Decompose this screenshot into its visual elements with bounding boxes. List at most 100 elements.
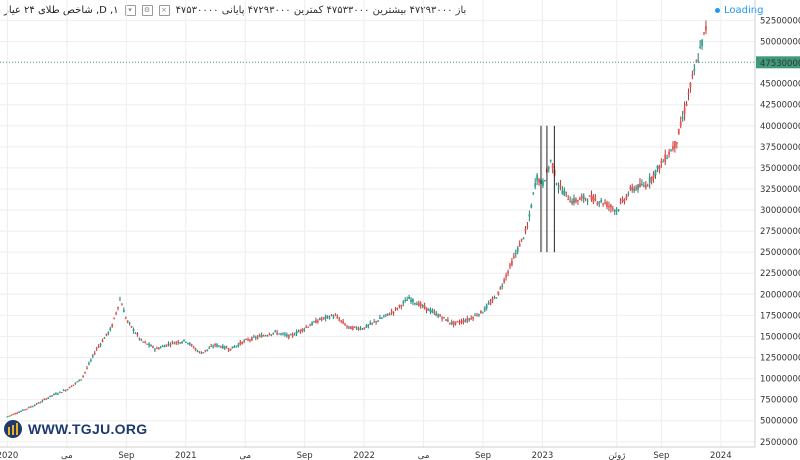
candle-body <box>578 198 581 200</box>
candle-body <box>478 314 480 316</box>
candle-body <box>641 184 643 186</box>
candle-body <box>666 157 669 159</box>
candle-body <box>219 346 222 348</box>
time-axis[interactable]: 2020 می Sep 2021 می Sep 2022 می Sep 2023 ژوئن Sep 20… <box>0 446 755 460</box>
candle-body <box>186 342 189 344</box>
candle-body <box>148 343 150 346</box>
candle-body <box>625 195 628 199</box>
candle-body <box>142 341 145 343</box>
candle-body <box>270 334 273 336</box>
candle-body <box>534 183 537 187</box>
x-tick-label: می <box>418 451 430 460</box>
candle-body <box>646 185 649 187</box>
price-axis[interactable]: 2500000 5000000 7500000 10000000 12500000 150… <box>754 0 800 448</box>
y-tick-label: 15000000 <box>760 332 800 342</box>
candle-body <box>679 121 682 126</box>
x-tick-label: 2022 <box>353 451 375 460</box>
y-tick-label: 17500000 <box>760 311 800 321</box>
candle-body <box>656 166 659 169</box>
candle-body <box>272 332 275 334</box>
settings-icon[interactable]: ⚙ <box>141 5 153 16</box>
candle-body <box>262 335 265 337</box>
candle-body <box>144 341 147 343</box>
candle-body <box>299 329 302 332</box>
loading-label: Loading <box>724 5 764 16</box>
candle-body <box>419 303 422 306</box>
candle-body <box>225 347 228 349</box>
candle-body <box>664 154 667 162</box>
candle-body <box>582 195 585 200</box>
candle-body <box>606 202 608 207</box>
candle-body <box>382 316 385 318</box>
ohlc-readout: باز ۴۷۲۹۳۰۰۰ بیشترین ۴۷۵۳۳۰۰۰ کمترین ۴۷۲… <box>175 5 467 16</box>
y-tick-label: 10000000 <box>760 375 800 385</box>
candle-body <box>487 303 490 305</box>
candle-body <box>113 317 116 319</box>
candle-body <box>97 346 100 348</box>
candle-body <box>652 174 655 179</box>
candle-body <box>602 203 605 205</box>
candle-body <box>318 318 321 320</box>
candle-body <box>705 26 707 31</box>
candle-body <box>82 376 85 378</box>
candle-body <box>448 322 451 324</box>
candle-body <box>105 333 108 336</box>
candle-body <box>355 327 358 329</box>
candle-body <box>29 406 32 408</box>
candle-body <box>247 339 249 341</box>
candle-body <box>58 391 61 393</box>
candle-body <box>322 317 325 319</box>
candle-body <box>68 387 71 389</box>
candle-body <box>617 209 620 211</box>
candle-body <box>468 318 471 320</box>
candle-body <box>109 328 112 331</box>
candle-body <box>594 198 597 200</box>
candle-body <box>16 413 19 415</box>
candle-body <box>567 199 570 201</box>
candle-body <box>20 411 22 413</box>
candle-body <box>588 195 591 197</box>
candle-body <box>635 187 638 190</box>
candle-body <box>479 310 482 314</box>
close-icon[interactable]: × <box>158 5 170 16</box>
candle-body <box>93 352 96 354</box>
candle-body <box>328 317 331 319</box>
candle-body <box>332 316 335 318</box>
candle-body <box>27 407 30 409</box>
candle-body <box>122 309 125 313</box>
candle-body <box>497 291 500 295</box>
candle-body <box>472 316 475 319</box>
candle-body <box>284 334 286 336</box>
candle-body <box>637 184 639 190</box>
candle-body <box>76 381 79 383</box>
candle-body <box>221 345 224 349</box>
candle-body <box>456 321 459 323</box>
x-tick-label: Sep <box>475 451 491 460</box>
candle-body <box>388 314 391 316</box>
candle-body <box>258 335 261 337</box>
candle-body <box>404 299 407 301</box>
candle-body <box>689 82 692 88</box>
candle-body <box>675 142 678 144</box>
candle-body <box>74 382 77 384</box>
candle-body <box>150 345 152 347</box>
candle-body <box>177 341 180 344</box>
candle-body <box>78 379 81 382</box>
candle-body <box>631 186 634 191</box>
y-tick-label: 7500000 <box>760 396 798 406</box>
candle-body <box>344 324 346 326</box>
candle-body <box>330 314 333 316</box>
candle-body <box>198 351 201 353</box>
tgju-logo-icon <box>4 420 22 438</box>
candle-body <box>53 394 55 396</box>
candle-body <box>119 299 121 301</box>
candle-body <box>703 32 705 34</box>
candle-body <box>291 333 294 336</box>
candle-body <box>12 414 15 416</box>
candle-body <box>381 317 383 319</box>
candle-body <box>183 339 185 341</box>
candle-body <box>268 334 271 336</box>
dropdown-icon[interactable]: ▾ <box>124 5 136 16</box>
candle-body <box>538 179 540 183</box>
